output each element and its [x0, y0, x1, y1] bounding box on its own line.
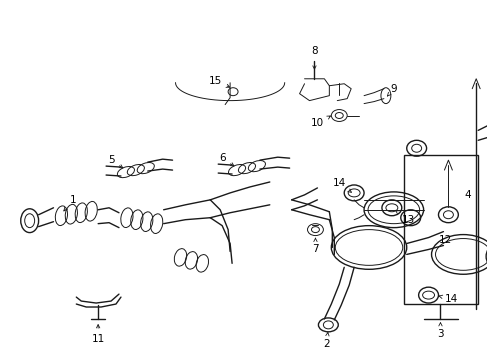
Text: 13: 13 [395, 210, 414, 225]
Text: 3: 3 [436, 323, 443, 339]
Text: 15: 15 [208, 76, 229, 87]
Text: 14: 14 [332, 178, 351, 192]
Text: 14: 14 [438, 294, 457, 304]
Text: 6: 6 [219, 153, 233, 166]
Text: 10: 10 [310, 116, 330, 129]
Text: 1: 1 [64, 195, 77, 211]
Text: 4: 4 [463, 190, 469, 200]
Text: 8: 8 [310, 46, 317, 69]
Text: 5: 5 [107, 155, 122, 168]
Text: 9: 9 [386, 84, 396, 96]
Text: 2: 2 [323, 333, 329, 349]
Text: 7: 7 [311, 238, 318, 255]
Text: 12: 12 [438, 234, 451, 244]
Bar [403, 155, 477, 304]
Text: 11: 11 [91, 325, 104, 344]
